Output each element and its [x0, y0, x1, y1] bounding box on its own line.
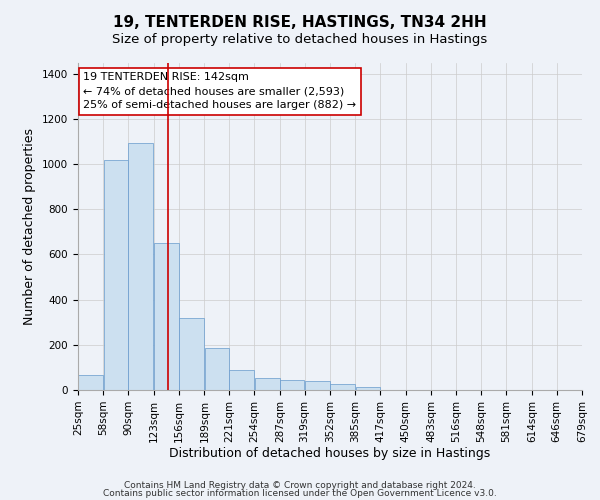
Text: 19, TENTERDEN RISE, HASTINGS, TN34 2HH: 19, TENTERDEN RISE, HASTINGS, TN34 2HH [113, 15, 487, 30]
Text: Contains HM Land Registry data © Crown copyright and database right 2024.: Contains HM Land Registry data © Crown c… [124, 480, 476, 490]
Text: Size of property relative to detached houses in Hastings: Size of property relative to detached ho… [112, 32, 488, 46]
Bar [78, 376, 103, 390]
Bar [280, 380, 304, 390]
Bar [356, 386, 380, 390]
Bar [179, 318, 204, 390]
Bar [254, 378, 280, 390]
Bar [154, 243, 179, 390]
Bar [305, 381, 330, 390]
Bar [104, 160, 128, 390]
Bar [330, 384, 355, 390]
Bar [128, 142, 154, 390]
Bar [229, 370, 254, 390]
Text: 19 TENTERDEN RISE: 142sqm
← 74% of detached houses are smaller (2,593)
25% of se: 19 TENTERDEN RISE: 142sqm ← 74% of detac… [83, 72, 356, 110]
X-axis label: Distribution of detached houses by size in Hastings: Distribution of detached houses by size … [169, 448, 491, 460]
Text: Contains public sector information licensed under the Open Government Licence v3: Contains public sector information licen… [103, 489, 497, 498]
Bar [205, 348, 229, 390]
Y-axis label: Number of detached properties: Number of detached properties [23, 128, 37, 325]
